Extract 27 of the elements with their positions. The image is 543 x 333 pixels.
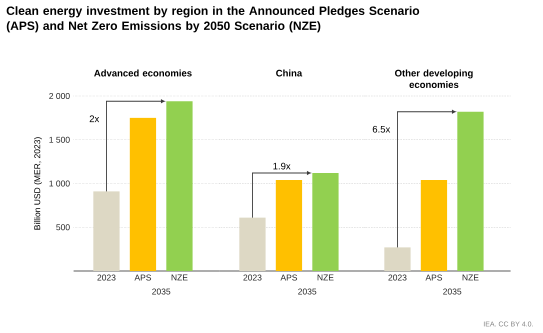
chart-title: Clean energy investment by region in the Announced Pledges Scenario (APS) and Net Zero Emissions by 2050 Scenario (NZE) [6,6,420,32]
x-axis-title: 2035 [443,288,462,295]
chart-subtitle: Advanced economies [94,70,192,77]
bar [166,101,193,271]
x-axis-title: 2035 [152,288,170,295]
x-tick-label: 2023 [97,274,116,281]
x-tick-label: APS [280,274,298,281]
y-tick-label: 1 000 [49,180,70,187]
chart-subtitle: China [276,70,302,77]
x-tick-label: NZE [172,274,188,280]
y-tick-label: 1 500 [49,136,70,143]
y-axis-title: Billion USD (MER, 2023) [34,137,42,230]
x-tick-label: NZE [462,274,479,280]
x-axis-title: 2035 [298,288,316,295]
annotation: 2x [90,115,100,122]
annotation: 6.5x [372,126,390,133]
annotation: 1.9x [273,162,291,170]
chart-subtitle: Other developing economies [395,70,473,88]
x-tick-label: APS [425,274,442,281]
x-tick-label: 2023 [388,274,407,281]
bar [130,118,156,271]
x-tick-label: NZE [318,274,334,280]
y-tick-label: 2 000 [49,93,70,100]
y-tick-label: 500 [56,224,70,230]
bar [93,191,120,271]
x-tick-label: 2023 [243,274,262,281]
x-tick-label: APS [134,274,152,281]
